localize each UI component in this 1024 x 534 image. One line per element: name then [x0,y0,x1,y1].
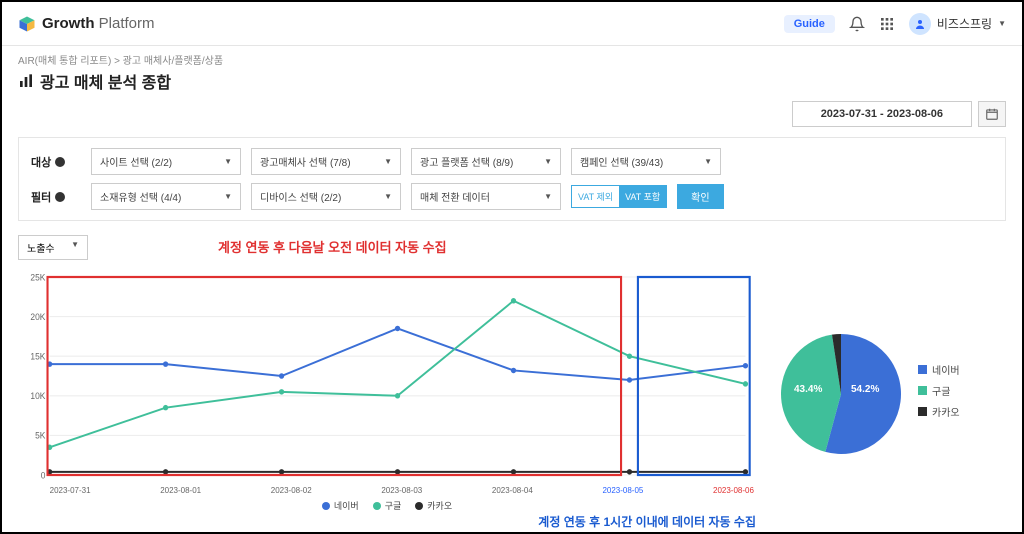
apps-icon[interactable] [879,16,895,32]
bell-icon[interactable] [849,16,865,32]
breadcrumb: AIR(매체 통합 리포트) > 광고 매체사/플랫폼/상품 [2,46,1022,67]
pie-chart-panel: 54.2% 43.4% 네이버 구글 카카오 [776,235,1006,512]
svg-text:25K: 25K [30,272,45,282]
brand-name-1: Growth [42,15,95,32]
pie-label-2: 43.4% [794,384,822,395]
page-title: 광고 매체 분석 종합 [40,69,171,93]
platform-select[interactable]: 광고 플랫폼 선택 (8/9)▼ [411,148,561,175]
chevron-down-icon: ▼ [998,19,1006,28]
filter-label-filter: 필터 [31,189,81,205]
svg-text:15K: 15K [30,351,45,361]
site-select[interactable]: 사이트 선택 (2/2)▼ [91,148,241,175]
campaign-select[interactable]: 캠페인 선택 (39/43)▼ [571,148,721,175]
app-header: Growth Platform Guide 비즈스프링 ▼ [2,2,1022,46]
avatar [909,13,931,35]
annotation-blue: 계정 연동 후 1시간 이내에 데이터 자동 수집 [538,513,756,530]
user-menu[interactable]: 비즈스프링 ▼ [909,13,1006,35]
annotation-red: 계정 연동 후 다음날 오전 데이터 자동 수집 [218,237,447,256]
svg-text:20K: 20K [30,312,45,322]
user-name: 비즈스프링 [937,15,992,32]
conversion-select[interactable]: 매체 전환 데이터▼ [411,183,561,210]
filter-panel: 대상 사이트 선택 (2/2)▼ 광고매체사 선택 (7/8)▼ 광고 플랫폼 … [18,137,1006,221]
brand-logo[interactable]: Growth Platform [18,15,155,33]
vat-toggle[interactable]: VAT 제외 VAT 포함 [571,185,667,208]
confirm-button[interactable]: 확인 [677,184,723,209]
svg-text:0: 0 [41,470,46,480]
svg-text:5K: 5K [35,431,46,441]
line-chart: 0 5K 10K 15K 20K 25K [18,266,756,486]
line-legend: 네이버 구글 카카오 [18,499,756,512]
brand-name-2: Platform [99,15,155,32]
chart-icon [18,73,34,89]
metric-select[interactable]: 노출수▼ [18,235,88,260]
line-chart-panel: 노출수▼ 계정 연동 후 다음날 오전 데이터 자동 수집 0 5K 10K 15K 2… [18,235,756,512]
pie-legend: 네이버 구글 카카오 [918,362,960,425]
calendar-icon [985,107,999,121]
svg-text:10K: 10K [30,391,45,401]
vat-on[interactable]: VAT 포함 [619,186,666,207]
date-range-picker[interactable]: 2023-07-31 - 2023-08-06 [792,101,972,127]
advertiser-select[interactable]: 광고매체사 선택 (7/8)▼ [251,148,401,175]
guide-button[interactable]: Guide [784,15,835,33]
filter-label-target: 대상 [31,154,81,170]
creative-select[interactable]: 소재유형 선택 (4/4)▼ [91,183,241,210]
device-select[interactable]: 디바이스 선택 (2/2)▼ [251,183,401,210]
x-axis-labels: 2023-07-312023-08-012023-08-022023-08-03… [18,486,756,495]
cube-icon [18,15,36,33]
pie-label-1: 54.2% [851,384,879,395]
vat-off[interactable]: VAT 제외 [572,186,619,207]
calendar-button[interactable] [978,101,1006,127]
